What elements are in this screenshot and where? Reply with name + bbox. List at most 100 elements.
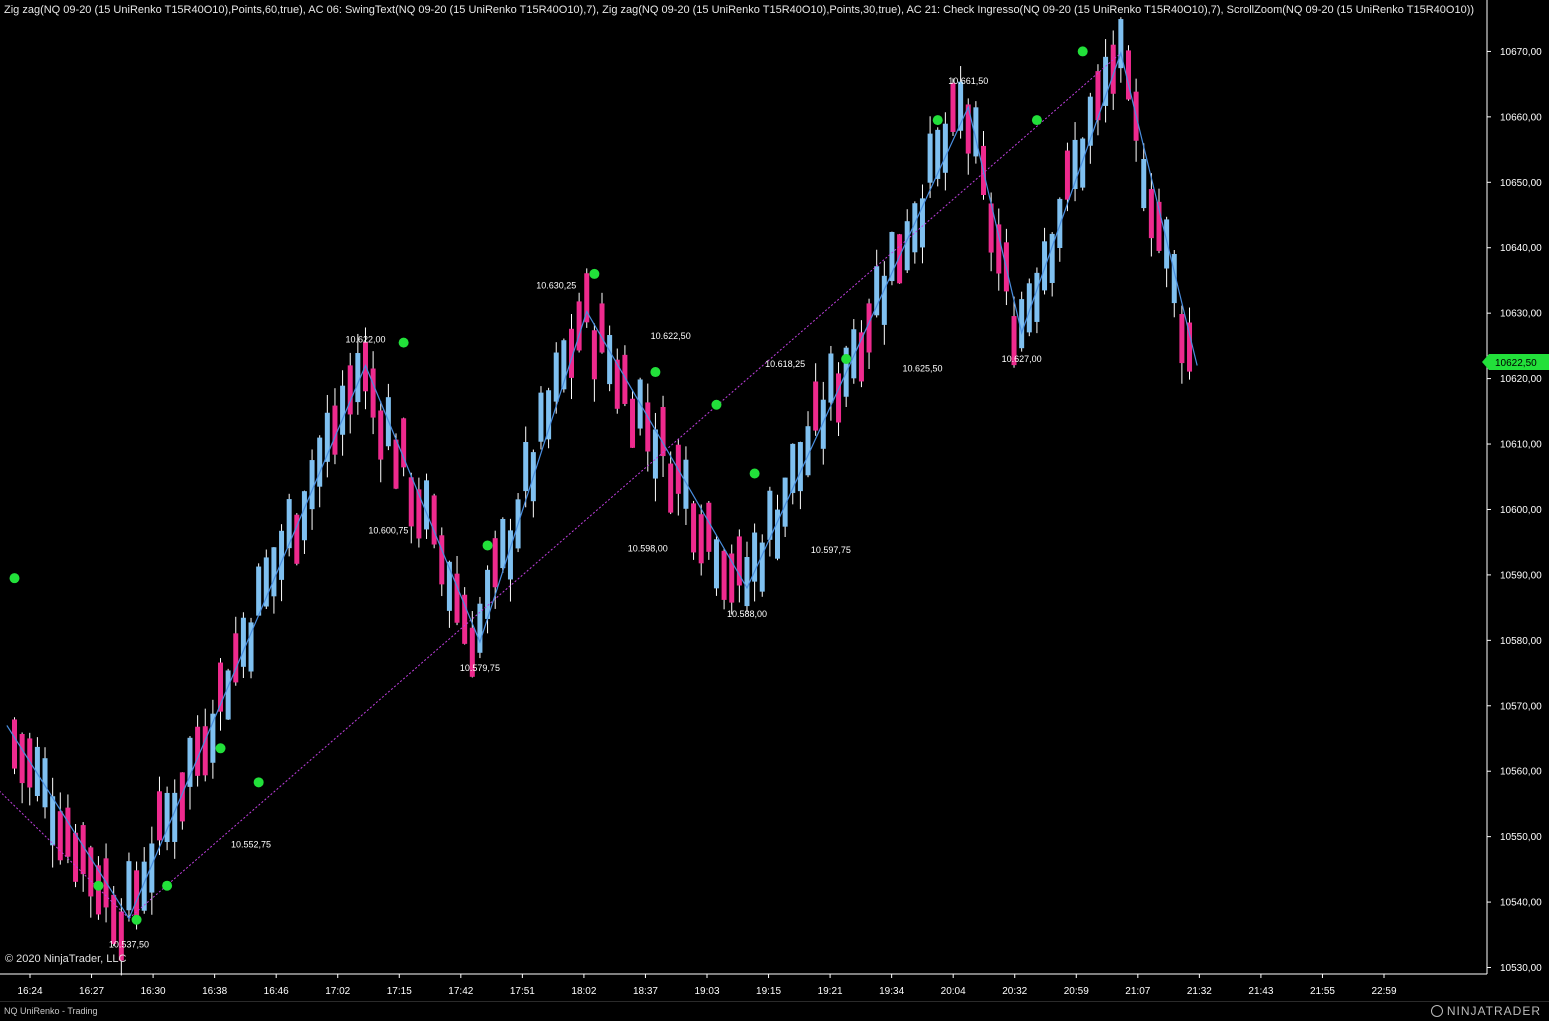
x-tick-label: 17:51 xyxy=(510,986,535,997)
candle-down xyxy=(218,662,224,712)
y-tick-label: 10580,00 xyxy=(1500,636,1542,647)
candle-down xyxy=(469,627,475,677)
y-tick-label: 10590,00 xyxy=(1500,570,1542,581)
candle-up xyxy=(149,843,155,893)
candle-down xyxy=(370,368,376,418)
y-tick-label: 10550,00 xyxy=(1500,832,1542,843)
candle-up xyxy=(744,556,750,607)
candle-up xyxy=(1049,233,1055,283)
swing-label: 10.622,50 xyxy=(651,331,691,341)
swing-label: 10.630,25 xyxy=(536,281,576,291)
candle-up xyxy=(973,107,979,157)
candle-down xyxy=(576,301,582,351)
candle-down xyxy=(431,495,437,545)
candle-up xyxy=(828,353,834,403)
swing-label: 10.625,50 xyxy=(902,364,942,374)
x-tick-label: 17:15 xyxy=(387,986,412,997)
candle-down xyxy=(645,402,651,452)
candle-down xyxy=(233,633,239,683)
y-tick-label: 10560,00 xyxy=(1500,767,1542,778)
signal-dot xyxy=(841,353,852,364)
signal-dot xyxy=(253,777,264,788)
candle-down xyxy=(73,832,79,882)
candle-up xyxy=(141,861,147,911)
candle-down xyxy=(134,870,140,920)
candle-up xyxy=(1164,219,1170,269)
swing-label: 10.597,75 xyxy=(811,545,851,555)
indicator-header: Zig zag(NQ 09-20 (15 UniRenko T15R40O10)… xyxy=(4,4,1475,16)
candle-down xyxy=(729,553,735,603)
candle-down xyxy=(668,463,674,513)
current-price-tag: 10622,50 xyxy=(1482,354,1549,370)
x-tick-label: 16:38 xyxy=(202,986,227,997)
x-tick-label: 21:43 xyxy=(1248,986,1273,997)
candle-up xyxy=(553,352,559,402)
x-tick-label: 21:07 xyxy=(1125,986,1150,997)
status-bar: NQ UniRenko - Trading NINJATRADER xyxy=(0,1001,1549,1021)
candle-up xyxy=(904,221,910,271)
candle-up xyxy=(1087,96,1093,146)
y-tick-label: 10620,00 xyxy=(1500,374,1542,385)
candle-up xyxy=(1171,254,1177,304)
candle-up xyxy=(42,758,48,808)
signal-dot xyxy=(215,743,226,754)
candle-down xyxy=(156,791,162,841)
swing-label: 10.618,25 xyxy=(765,359,805,369)
candle-down xyxy=(179,772,185,822)
copyright-text: © 2020 NinjaTrader, LLC xyxy=(5,953,127,965)
x-tick-label: 18:02 xyxy=(571,986,596,997)
candle-down xyxy=(12,719,17,769)
candle-up xyxy=(851,329,857,379)
chart-tab-label[interactable]: NQ UniRenko - Trading xyxy=(4,1006,98,1016)
candle-up xyxy=(324,412,330,462)
x-tick-label: 16:24 xyxy=(17,986,42,997)
y-tick-label: 10530,00 xyxy=(1500,963,1542,974)
x-tick-label: 21:55 xyxy=(1310,986,1335,997)
swing-label: 10.661,50 xyxy=(948,76,988,86)
zigzag-line xyxy=(6,50,1198,920)
candle-down xyxy=(378,410,384,460)
signal-dot xyxy=(482,540,493,551)
y-tick-label: 10540,00 xyxy=(1500,898,1542,909)
candle-down xyxy=(736,536,742,586)
zigzag-layer xyxy=(6,50,1198,920)
candle-up xyxy=(1026,283,1032,333)
signal-dot xyxy=(162,880,173,891)
candle-down xyxy=(813,381,819,431)
candle-up xyxy=(607,335,613,385)
brand-text: NINJATRADER xyxy=(1446,1004,1541,1018)
candle-up xyxy=(935,129,941,179)
x-axis[interactable]: 16:24 16:27 16:30 16:38 16:46 17:02 17:15 17:42… xyxy=(0,973,1487,997)
x-tick-label: 19:15 xyxy=(756,986,781,997)
candle-up xyxy=(279,530,285,580)
x-tick-label: 16:30 xyxy=(141,986,166,997)
candle-down xyxy=(950,82,956,132)
candle-up xyxy=(759,542,765,592)
candle-down xyxy=(401,418,407,468)
candle-down xyxy=(408,477,414,527)
swing-label: 10.622,00 xyxy=(345,335,385,345)
candle-up xyxy=(874,266,880,316)
candle-down xyxy=(88,847,94,897)
x-tick-label: 17:02 xyxy=(325,986,350,997)
candle-up xyxy=(1080,138,1086,188)
candle-up xyxy=(538,392,544,442)
signal-layer xyxy=(9,46,1088,925)
trendline xyxy=(0,790,130,919)
candle-down xyxy=(1110,44,1116,94)
current-price-marker xyxy=(1482,354,1549,370)
candle-up xyxy=(889,231,895,282)
candle-up xyxy=(34,746,40,796)
y-tick-label: 10650,00 xyxy=(1500,178,1542,189)
x-tick-label: 19:21 xyxy=(818,986,843,997)
swing-label: 10.598,00 xyxy=(628,544,668,554)
candle-up xyxy=(652,429,658,479)
candle-down xyxy=(988,203,994,253)
candle-up xyxy=(309,460,315,510)
candle-up xyxy=(271,547,277,597)
candle-down xyxy=(836,373,842,423)
y-axis[interactable]: 10670,00 10660,00 10650,00 10640,00 10630,00… xyxy=(1486,0,1542,974)
candle-down xyxy=(1011,316,1017,366)
candle-up xyxy=(1141,158,1147,209)
